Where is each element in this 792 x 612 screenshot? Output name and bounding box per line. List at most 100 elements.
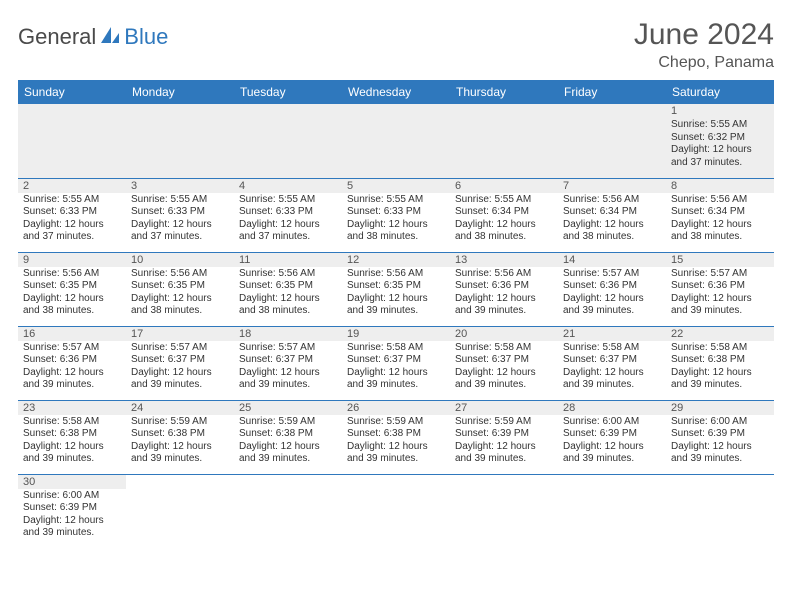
day-number: 8 <box>666 179 774 193</box>
calendar-cell: 13Sunrise: 5:56 AMSunset: 6:36 PMDayligh… <box>450 252 558 326</box>
day-number: 28 <box>558 401 666 415</box>
calendar-cell <box>450 104 558 178</box>
day-info: Sunrise: 5:59 AMSunset: 6:38 PMDaylight:… <box>131 416 229 466</box>
calendar-cell: 11Sunrise: 5:56 AMSunset: 6:35 PMDayligh… <box>234 252 342 326</box>
calendar-cell: 22Sunrise: 5:58 AMSunset: 6:38 PMDayligh… <box>666 326 774 400</box>
day-info: Sunrise: 5:55 AMSunset: 6:33 PMDaylight:… <box>347 194 445 244</box>
calendar-cell: 12Sunrise: 5:56 AMSunset: 6:35 PMDayligh… <box>342 252 450 326</box>
title-block: June 2024 Chepo, Panama <box>634 18 774 72</box>
header: General Blue June 2024 Chepo, Panama <box>18 18 774 72</box>
calendar-cell <box>666 474 774 548</box>
day-info: Sunrise: 5:58 AMSunset: 6:37 PMDaylight:… <box>455 342 553 392</box>
day-info: Sunrise: 6:00 AMSunset: 6:39 PMDaylight:… <box>23 490 121 540</box>
calendar-cell <box>234 474 342 548</box>
weekday-header: Sunday <box>18 80 126 104</box>
calendar-cell <box>126 474 234 548</box>
weekday-header: Monday <box>126 80 234 104</box>
calendar-cell <box>18 104 126 178</box>
calendar-cell: 15Sunrise: 5:57 AMSunset: 6:36 PMDayligh… <box>666 252 774 326</box>
day-info: Sunrise: 5:58 AMSunset: 6:37 PMDaylight:… <box>563 342 661 392</box>
day-info: Sunrise: 5:57 AMSunset: 6:36 PMDaylight:… <box>563 268 661 318</box>
calendar-cell: 21Sunrise: 5:58 AMSunset: 6:37 PMDayligh… <box>558 326 666 400</box>
day-number: 19 <box>342 327 450 341</box>
day-number: 14 <box>558 253 666 267</box>
calendar-cell <box>234 104 342 178</box>
calendar-row: 9Sunrise: 5:56 AMSunset: 6:35 PMDaylight… <box>18 252 774 326</box>
day-number: 12 <box>342 253 450 267</box>
day-info: Sunrise: 5:59 AMSunset: 6:39 PMDaylight:… <box>455 416 553 466</box>
day-info: Sunrise: 5:56 AMSunset: 6:34 PMDaylight:… <box>671 194 769 244</box>
calendar-cell <box>342 474 450 548</box>
weekday-header: Saturday <box>666 80 774 104</box>
day-number: 7 <box>558 179 666 193</box>
day-info: Sunrise: 5:59 AMSunset: 6:38 PMDaylight:… <box>239 416 337 466</box>
day-number: 3 <box>126 179 234 193</box>
calendar-cell <box>558 104 666 178</box>
calendar-row: 2Sunrise: 5:55 AMSunset: 6:33 PMDaylight… <box>18 178 774 252</box>
day-info: Sunrise: 5:55 AMSunset: 6:33 PMDaylight:… <box>239 194 337 244</box>
day-info: Sunrise: 5:56 AMSunset: 6:34 PMDaylight:… <box>563 194 661 244</box>
day-info: Sunrise: 5:55 AMSunset: 6:33 PMDaylight:… <box>23 194 121 244</box>
day-number: 16 <box>18 327 126 341</box>
calendar-cell: 26Sunrise: 5:59 AMSunset: 6:38 PMDayligh… <box>342 400 450 474</box>
calendar-cell: 9Sunrise: 5:56 AMSunset: 6:35 PMDaylight… <box>18 252 126 326</box>
calendar-cell: 14Sunrise: 5:57 AMSunset: 6:36 PMDayligh… <box>558 252 666 326</box>
day-info: Sunrise: 5:55 AMSunset: 6:33 PMDaylight:… <box>131 194 229 244</box>
day-number: 6 <box>450 179 558 193</box>
day-number: 5 <box>342 179 450 193</box>
day-info: Sunrise: 6:00 AMSunset: 6:39 PMDaylight:… <box>671 416 769 466</box>
day-info: Sunrise: 5:55 AMSunset: 6:32 PMDaylight:… <box>671 119 769 169</box>
calendar-cell: 17Sunrise: 5:57 AMSunset: 6:37 PMDayligh… <box>126 326 234 400</box>
weekday-header: Wednesday <box>342 80 450 104</box>
day-info: Sunrise: 5:57 AMSunset: 6:37 PMDaylight:… <box>239 342 337 392</box>
day-info: Sunrise: 5:58 AMSunset: 6:38 PMDaylight:… <box>23 416 121 466</box>
calendar-cell: 19Sunrise: 5:58 AMSunset: 6:37 PMDayligh… <box>342 326 450 400</box>
calendar-row: 23Sunrise: 5:58 AMSunset: 6:38 PMDayligh… <box>18 400 774 474</box>
calendar-cell: 8Sunrise: 5:56 AMSunset: 6:34 PMDaylight… <box>666 178 774 252</box>
day-info: Sunrise: 5:57 AMSunset: 6:36 PMDaylight:… <box>671 268 769 318</box>
day-info: Sunrise: 5:56 AMSunset: 6:35 PMDaylight:… <box>23 268 121 318</box>
day-number: 4 <box>234 179 342 193</box>
logo: General Blue <box>18 18 168 50</box>
calendar-cell <box>342 104 450 178</box>
day-number: 23 <box>18 401 126 415</box>
calendar-cell: 30Sunrise: 6:00 AMSunset: 6:39 PMDayligh… <box>18 474 126 548</box>
day-number: 27 <box>450 401 558 415</box>
day-info: Sunrise: 5:59 AMSunset: 6:38 PMDaylight:… <box>347 416 445 466</box>
day-number: 30 <box>18 475 126 489</box>
day-info: Sunrise: 5:56 AMSunset: 6:36 PMDaylight:… <box>455 268 553 318</box>
calendar-cell: 18Sunrise: 5:57 AMSunset: 6:37 PMDayligh… <box>234 326 342 400</box>
calendar-body: 1Sunrise: 5:55 AMSunset: 6:32 PMDaylight… <box>18 104 774 548</box>
logo-text-general: General <box>18 24 96 50</box>
calendar-cell: 2Sunrise: 5:55 AMSunset: 6:33 PMDaylight… <box>18 178 126 252</box>
location: Chepo, Panama <box>634 54 774 72</box>
day-info: Sunrise: 5:57 AMSunset: 6:36 PMDaylight:… <box>23 342 121 392</box>
day-number: 11 <box>234 253 342 267</box>
day-number: 9 <box>18 253 126 267</box>
logo-sail-icon <box>99 25 121 50</box>
month-title: June 2024 <box>634 18 774 52</box>
calendar-cell <box>450 474 558 548</box>
calendar-cell: 24Sunrise: 5:59 AMSunset: 6:38 PMDayligh… <box>126 400 234 474</box>
weekday-header-row: Sunday Monday Tuesday Wednesday Thursday… <box>18 80 774 104</box>
day-number: 21 <box>558 327 666 341</box>
day-info: Sunrise: 5:58 AMSunset: 6:38 PMDaylight:… <box>671 342 769 392</box>
day-number: 15 <box>666 253 774 267</box>
weekday-header: Friday <box>558 80 666 104</box>
day-number: 17 <box>126 327 234 341</box>
day-number: 26 <box>342 401 450 415</box>
day-info: Sunrise: 5:56 AMSunset: 6:35 PMDaylight:… <box>347 268 445 318</box>
day-number: 1 <box>666 104 774 118</box>
day-number: 2 <box>18 179 126 193</box>
calendar-cell: 25Sunrise: 5:59 AMSunset: 6:38 PMDayligh… <box>234 400 342 474</box>
day-number: 22 <box>666 327 774 341</box>
day-info: Sunrise: 5:57 AMSunset: 6:37 PMDaylight:… <box>131 342 229 392</box>
calendar-cell: 29Sunrise: 6:00 AMSunset: 6:39 PMDayligh… <box>666 400 774 474</box>
day-number: 25 <box>234 401 342 415</box>
day-info: Sunrise: 5:56 AMSunset: 6:35 PMDaylight:… <box>239 268 337 318</box>
calendar-cell: 3Sunrise: 5:55 AMSunset: 6:33 PMDaylight… <box>126 178 234 252</box>
logo-text-blue: Blue <box>124 24 168 50</box>
calendar-cell: 23Sunrise: 5:58 AMSunset: 6:38 PMDayligh… <box>18 400 126 474</box>
day-number: 29 <box>666 401 774 415</box>
day-info: Sunrise: 6:00 AMSunset: 6:39 PMDaylight:… <box>563 416 661 466</box>
